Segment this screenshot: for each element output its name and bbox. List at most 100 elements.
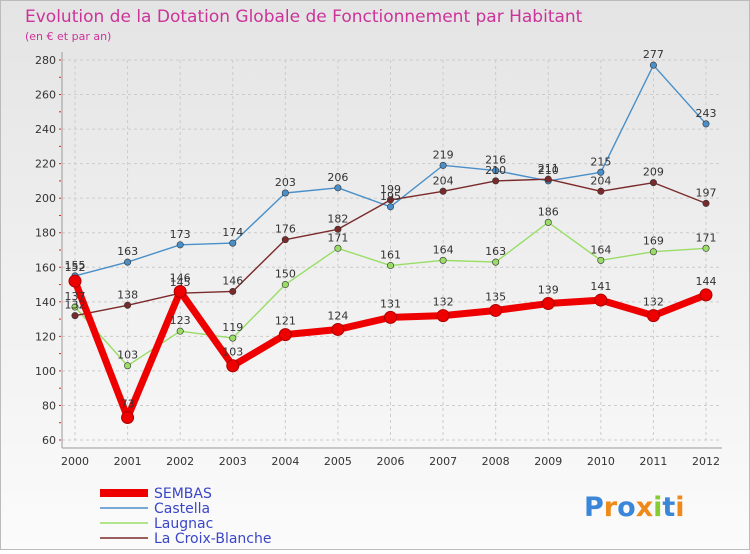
y-tick-label: 260 (35, 89, 56, 102)
x-tick-label: 2008 (482, 455, 510, 468)
data-label-laugnac: 119 (222, 321, 243, 334)
data-label-sembas: 124 (327, 309, 348, 322)
data-point-sembas (489, 303, 503, 317)
x-tick-label: 2002 (166, 455, 194, 468)
data-point-sembas (173, 284, 187, 298)
data-point-castella (334, 184, 342, 192)
y-tick-label: 140 (35, 296, 56, 309)
y-tick-label: 60 (42, 434, 56, 447)
data-point-castella (702, 120, 710, 128)
chart-title: Evolution de la Dotation Globale de Fonc… (25, 7, 583, 27)
data-label-castella: 163 (117, 245, 138, 258)
data-label-castella: 243 (696, 107, 717, 120)
y-tick-label: 100 (35, 365, 56, 378)
data-label-sembas: 139 (538, 284, 559, 297)
data-label-castella: 174 (222, 226, 243, 239)
data-point-sembas (68, 274, 82, 288)
data-label-sembas: 152 (65, 261, 86, 274)
data-label-laugnac: 164 (590, 243, 611, 256)
x-tick-label: 2000 (61, 455, 89, 468)
data-label-castella: 206 (327, 171, 348, 184)
data-point-la-croix-blanche (386, 196, 394, 204)
data-label-castella: 215 (590, 155, 611, 168)
data-label-laugnac: 171 (696, 231, 717, 244)
logo-letter: o (617, 492, 636, 523)
data-label-la-croix-blanche: 204 (590, 174, 611, 187)
data-point-castella (597, 168, 605, 176)
data-label-castella: 173 (170, 228, 191, 241)
data-label-sembas: 103 (222, 346, 243, 359)
data-label-castella: 203 (275, 176, 296, 189)
y-tick-label: 240 (35, 123, 56, 136)
data-label-la-croix-blanche: 176 (275, 223, 296, 236)
x-tick-label: 2012 (692, 455, 720, 468)
data-point-la-croix-blanche (71, 312, 79, 320)
data-point-la-croix-blanche (229, 287, 237, 295)
data-point-la-croix-blanche (124, 301, 132, 309)
data-point-castella (386, 203, 394, 211)
data-label-la-croix-blanche: 209 (643, 166, 664, 179)
data-point-laugnac (544, 218, 552, 226)
data-label-sembas: 121 (275, 315, 296, 328)
x-tick-label: 2010 (587, 455, 615, 468)
y-tick-label: 120 (35, 330, 56, 343)
data-label-la-croix-blanche: 204 (433, 174, 454, 187)
data-point-sembas (226, 359, 240, 373)
data-point-laugnac (229, 334, 237, 342)
x-tick-label: 2005 (324, 455, 352, 468)
data-label-la-croix-blanche: 182 (327, 212, 348, 225)
series-layer (68, 61, 713, 425)
proxiti-logo: Proxiti (584, 492, 685, 523)
data-label-la-croix-blanche: 132 (65, 299, 86, 312)
data-label-castella: 277 (643, 48, 664, 61)
y-tick-label: 220 (35, 158, 56, 171)
data-point-laugnac (71, 303, 79, 311)
data-label-castella: 155 (65, 259, 86, 272)
data-label-laugnac: 169 (643, 235, 664, 248)
data-point-la-croix-blanche (281, 236, 289, 244)
data-point-castella (176, 241, 184, 249)
data-point-castella (649, 61, 657, 69)
data-label-la-croix-blanche: 199 (380, 183, 401, 196)
data-label-la-croix-blanche: 145 (170, 276, 191, 289)
x-tick-label: 2006 (377, 455, 405, 468)
legend-label: Laugnac (154, 516, 213, 532)
data-label-sembas: 146 (170, 271, 191, 284)
data-point-sembas (541, 297, 555, 311)
data-point-laugnac (702, 244, 710, 252)
data-label-la-croix-blanche: 138 (117, 288, 138, 301)
logo-letter: t (662, 492, 675, 523)
logo-letter: x (636, 492, 653, 523)
data-label-laugnac: 164 (433, 243, 454, 256)
data-point-la-croix-blanche (334, 225, 342, 233)
data-label-castella: 195 (380, 190, 401, 203)
data-point-castella (281, 189, 289, 197)
data-label-castella: 216 (485, 154, 506, 167)
data-label-laugnac: 186 (538, 205, 559, 218)
data-point-sembas (331, 322, 345, 336)
data-label-sembas: 132 (643, 296, 664, 309)
data-label-castella: 219 (433, 148, 454, 161)
y-tick-label: 280 (35, 54, 56, 67)
data-label-la-croix-blanche: 146 (222, 274, 243, 287)
y-tick-label: 80 (42, 399, 56, 412)
data-point-sembas (594, 293, 608, 307)
data-point-sembas (436, 309, 450, 323)
data-label-laugnac: 150 (275, 268, 296, 281)
data-point-la-croix-blanche (702, 199, 710, 207)
data-point-laugnac (176, 327, 184, 335)
legend-label: La Croix-Blanche (154, 531, 271, 547)
data-point-laugnac (649, 248, 657, 256)
data-point-la-croix-blanche (544, 175, 552, 183)
data-label-laugnac: 161 (380, 249, 401, 262)
data-point-la-croix-blanche (649, 179, 657, 187)
logo-letter: P (584, 492, 604, 523)
data-label-laugnac: 137 (65, 290, 86, 303)
data-label-sembas: 135 (485, 290, 506, 303)
data-label-laugnac: 163 (485, 245, 506, 258)
data-label-sembas: 141 (590, 280, 611, 293)
data-label-laugnac: 171 (327, 231, 348, 244)
